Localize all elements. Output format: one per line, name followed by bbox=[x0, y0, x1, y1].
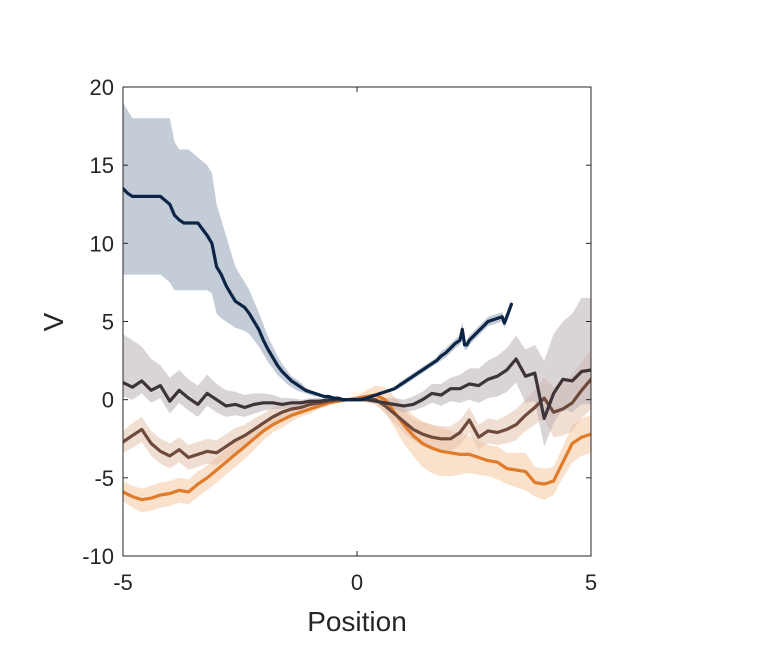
x-axis-label: Position bbox=[307, 606, 407, 637]
series-brown-band bbox=[123, 349, 591, 470]
series-navy-band bbox=[123, 102, 512, 402]
y-tick-labels: -10 -5 0 5 10 15 20 bbox=[82, 75, 114, 569]
x-tick-label: -5 bbox=[113, 570, 133, 595]
series-lines bbox=[123, 187, 591, 502]
y-tick-label: 10 bbox=[90, 231, 114, 256]
confidence-bands bbox=[123, 102, 591, 513]
y-axis-label: V bbox=[38, 312, 69, 331]
y-tick-label: 0 bbox=[102, 388, 114, 413]
axis-ticks bbox=[122, 86, 592, 557]
y-tick-label: -5 bbox=[94, 466, 114, 491]
y-tick-label: 20 bbox=[90, 75, 114, 100]
x-tick-labels: -5 0 5 bbox=[113, 570, 597, 595]
x-tick-label: 5 bbox=[585, 570, 597, 595]
y-tick-label: -10 bbox=[82, 544, 114, 569]
series-orange-band bbox=[123, 385, 591, 513]
series-dark-gray-band bbox=[123, 298, 591, 447]
y-tick-label: 15 bbox=[90, 153, 114, 178]
x-tick-label: 0 bbox=[351, 570, 363, 595]
y-tick-label: 5 bbox=[102, 310, 114, 335]
series-navy-line bbox=[123, 187, 513, 402]
